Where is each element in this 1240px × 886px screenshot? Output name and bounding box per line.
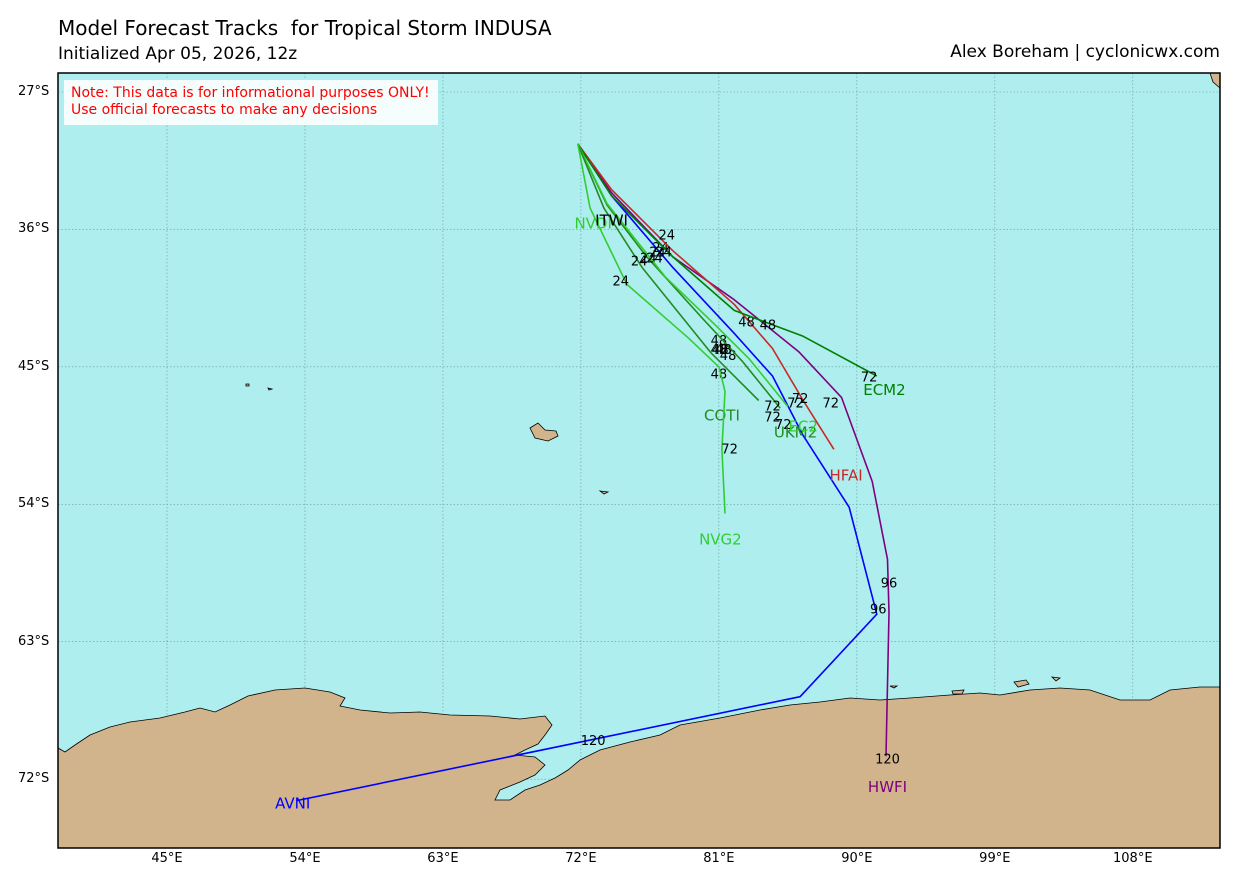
island-coast-3: [1050, 676, 1062, 682]
longitude-tick-label: 99°E: [979, 851, 1011, 866]
antarctica-coast: [57, 686, 1221, 849]
disclaimer-line-1: Note: This data is for informational pur…: [71, 85, 430, 101]
island-kerguelen: [529, 422, 559, 442]
latitude-tick-label: 45°S: [18, 358, 50, 374]
longitude-tick-label: 108°E: [1113, 851, 1153, 866]
latitude-tick-label: 36°S: [18, 221, 50, 237]
track-name-nvdi: NVDI: [574, 214, 611, 232]
track-ec2: [577, 143, 789, 408]
forecast-hour-label: 96: [870, 603, 887, 618]
forecast-hour-label: 48: [738, 316, 755, 331]
island-coast-4: [889, 685, 899, 689]
forecast-hour-label: 120: [875, 752, 900, 767]
latitude-tick-label: 27°S: [18, 84, 50, 99]
forecast-hour-label: 120: [581, 734, 606, 749]
forecast-hour-label: 72: [823, 397, 840, 412]
island-crozet-2: [267, 387, 274, 391]
track-ecm2: [577, 143, 878, 377]
island-heard: [598, 490, 610, 495]
forecast-hour-label: 96: [881, 577, 898, 592]
disclaimer-line-2: Use official forecasts to make any decis…: [71, 102, 378, 118]
forecast-hour-label: 24: [640, 251, 657, 266]
longitude-tick-label: 90°E: [841, 851, 873, 866]
island-crozet-1: [245, 383, 250, 387]
forecast-hour-label: 24: [612, 274, 629, 289]
track-hwfi: [577, 143, 890, 757]
track-name-ecm2: ECM2: [863, 381, 905, 399]
track-name-ec2: EC2: [788, 417, 818, 435]
track-name-ukm2: UKM2: [774, 424, 817, 442]
track-nvg2: [577, 143, 726, 514]
longitude-tick-label: 54°E: [289, 851, 321, 866]
disclaimer-note: Note: This data is for informational pur…: [64, 80, 438, 125]
track-name-hwfi: HWFI: [868, 778, 907, 796]
track-name-itwi: ITWI: [595, 211, 628, 229]
track-name-coti: COTI: [704, 407, 740, 425]
forecast-tracks: 24 48 72 96 120 AVNI 24 48 72 96 120 HWFI 24 48 72 HFAI…: [275, 143, 907, 813]
latitude-tick-label: 72°S: [18, 771, 50, 787]
forecast-hour-label: 72: [721, 442, 738, 457]
forecast-hour-label: 24: [649, 245, 666, 260]
longitude-tick-label: 63°E: [427, 851, 459, 866]
track-name-nvg2: NVG2: [699, 530, 742, 548]
forecast-hour-label: 48: [711, 367, 728, 382]
land-layer: [57, 72, 1221, 849]
forecast-hour-label: 72: [764, 410, 781, 425]
forecast-hour-label: 24: [652, 241, 669, 256]
forecast-hour-label: 24: [646, 251, 663, 266]
forecast-hour-label: 48: [715, 343, 732, 358]
forecast-hour-label: 48: [711, 334, 728, 349]
track-name-avni: AVNI: [275, 795, 310, 813]
longitude-tick-label: 45°E: [151, 851, 183, 866]
forecast-hour-label: 48: [760, 319, 777, 334]
forecast-hour-label: 24: [658, 229, 675, 244]
init-time: Initialized Apr 05, 2026, 12z: [58, 44, 298, 64]
forecast-hour-label: 72: [775, 418, 792, 433]
forecast-hour-label: 48: [720, 349, 737, 364]
forecast-hour-label: 24: [655, 245, 672, 260]
latitude-tick-label: 63°S: [18, 633, 50, 649]
track-name-hfai: HFAI: [830, 466, 863, 484]
credit: Alex Boreham | cyclonicwx.com: [950, 42, 1220, 62]
forecast-hour-label: 72: [787, 397, 804, 412]
forecast-hour-label: 48: [711, 343, 728, 358]
map-title: Model Forecast Tracks for Tropical Storm…: [58, 16, 552, 40]
forecast-hour-label: 48: [712, 343, 729, 358]
longitude-tick-label: 81°E: [703, 851, 735, 866]
map-frame: [57, 72, 1221, 849]
forecast-hour-label: 72: [792, 392, 809, 407]
forecast-hour-label: 72: [861, 371, 878, 386]
island-coast-2: [951, 689, 965, 695]
island-coast-1: [1013, 679, 1030, 688]
track-coti: [577, 143, 760, 402]
latitude-tick-label: 54°S: [18, 496, 50, 512]
longitude-tick-label: 72°E: [565, 851, 597, 866]
forecast-hour-label: 72: [764, 400, 781, 415]
track-hfai: [577, 143, 835, 450]
forecast-hour-label: 24: [631, 254, 648, 269]
